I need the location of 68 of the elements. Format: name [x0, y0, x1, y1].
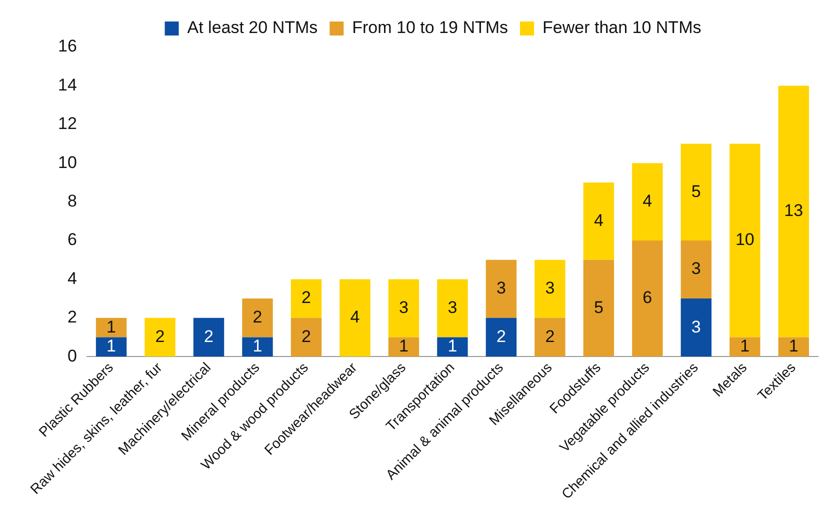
bar [96, 337, 127, 357]
data-label: 5 [691, 182, 701, 201]
y-tick-label: 0 [67, 346, 77, 366]
bar [486, 260, 517, 318]
bar [778, 337, 809, 357]
data-label: 6 [642, 288, 652, 308]
data-label: 3 [691, 317, 701, 336]
data-label: 13 [784, 201, 804, 220]
bar [534, 318, 566, 357]
data-label: 1 [106, 317, 116, 336]
data-label: 3 [398, 298, 408, 317]
y-tick-label: 16 [58, 36, 77, 56]
data-label: 3 [448, 298, 458, 317]
bar [388, 279, 420, 338]
bar [680, 298, 712, 357]
data-label: 1 [448, 336, 458, 356]
data-label: 1 [788, 336, 798, 356]
data-label: 4 [594, 210, 604, 230]
bar [534, 260, 566, 318]
data-label: 2 [545, 326, 555, 346]
data-label: 3 [545, 278, 555, 298]
bar [340, 279, 370, 357]
data-label: 3 [496, 278, 506, 298]
bar [144, 318, 176, 357]
legend-label: From 10 to 19 NTMs [352, 18, 508, 38]
data-label: 1 [252, 336, 262, 356]
bar [680, 144, 712, 241]
y-tick-label: 10 [58, 152, 77, 172]
bar [96, 318, 127, 338]
data-label: 2 [302, 288, 311, 308]
bar [778, 86, 809, 338]
y-tick-label: 14 [58, 75, 77, 94]
legend-label: At least 20 NTMs [187, 18, 318, 38]
data-label: 5 [594, 298, 604, 317]
bar [486, 318, 517, 357]
y-tick-label: 12 [58, 114, 77, 134]
data-label: 10 [735, 230, 754, 250]
bar [583, 260, 614, 357]
data-label: 1 [398, 336, 408, 356]
bar [437, 279, 468, 338]
data-label: 1 [740, 336, 750, 356]
bar [437, 337, 468, 357]
data-label: 2 [252, 308, 262, 327]
bar [388, 337, 420, 357]
y-tick-label: 4 [67, 268, 77, 288]
bar [583, 182, 614, 260]
bar [290, 318, 322, 357]
bar [242, 337, 273, 357]
data-label: 2 [496, 326, 506, 346]
bar [730, 144, 760, 338]
data-label: 4 [642, 191, 652, 210]
y-tick-label: 8 [67, 191, 77, 210]
bar [242, 298, 273, 338]
data-label: 3 [691, 259, 701, 278]
y-tick-label: 6 [67, 230, 77, 250]
data-label: 2 [302, 326, 311, 346]
legend-label: Fewer than 10 NTMs [542, 18, 702, 38]
bar [193, 318, 224, 357]
bar [632, 240, 663, 357]
data-label: 2 [204, 326, 214, 346]
bar [730, 337, 760, 357]
data-label: 1 [106, 336, 116, 356]
bar [632, 163, 663, 241]
bar [680, 240, 712, 299]
bar [290, 279, 322, 318]
data-label: 2 [155, 326, 165, 346]
y-tick-label: 2 [67, 308, 77, 327]
data-label: 4 [350, 308, 360, 327]
